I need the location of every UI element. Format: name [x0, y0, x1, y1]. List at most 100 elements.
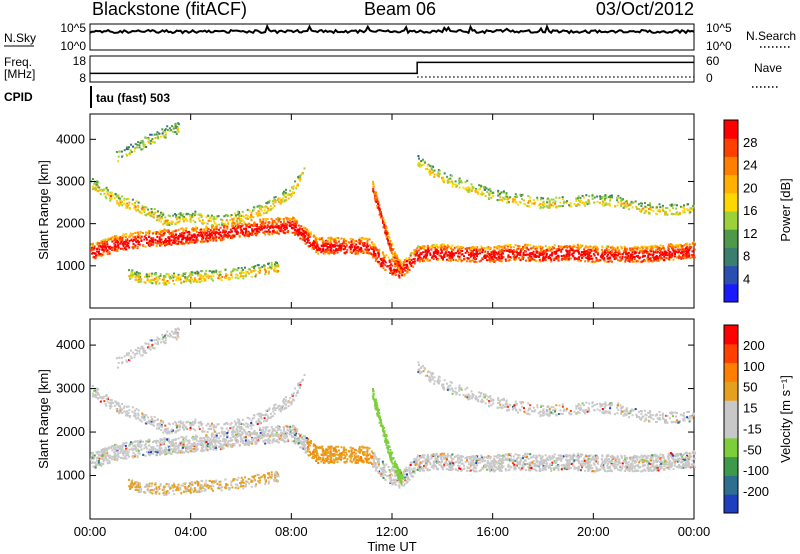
- power-echo: [143, 211, 146, 213]
- power-echo: [631, 248, 634, 251]
- power-echo: [560, 258, 563, 261]
- power-echo: [530, 256, 533, 258]
- power-echo: [566, 200, 568, 203]
- power-echo: [194, 210, 197, 213]
- power-echo: [526, 247, 529, 250]
- power-echo: [149, 133, 152, 136]
- power-echo: [106, 193, 109, 196]
- power-echo: [639, 249, 642, 252]
- colorbar-swatch: [724, 156, 738, 176]
- power-echo: [276, 199, 279, 202]
- power-echo: [234, 229, 237, 232]
- power-echo: [233, 235, 236, 238]
- power-echo: [514, 256, 517, 259]
- power-echo: [397, 266, 400, 269]
- power-echo: [121, 247, 124, 250]
- power-echo: [188, 233, 191, 236]
- power-echo: [408, 262, 411, 265]
- power-echo: [189, 281, 192, 284]
- power-echo: [136, 246, 139, 248]
- power-echo: [340, 249, 342, 252]
- power-echo: [540, 198, 542, 201]
- power-echo: [546, 247, 549, 250]
- power-echo: [205, 269, 208, 272]
- power-echo: [141, 204, 144, 207]
- power-echo: [137, 204, 140, 207]
- velocity-echo: [162, 451, 165, 454]
- power-echo: [343, 244, 346, 247]
- power-echo: [172, 214, 175, 217]
- power-echo: [581, 244, 584, 247]
- power-echo: [236, 231, 239, 233]
- velocity-echo: [446, 453, 449, 456]
- power-echo: [253, 221, 256, 224]
- power-echo: [345, 251, 348, 254]
- power-echo: [284, 228, 286, 231]
- power-echo: [431, 171, 434, 174]
- power-echo: [458, 181, 461, 183]
- power-echo: [167, 214, 170, 217]
- power-echo: [365, 246, 368, 249]
- power-echo: [229, 236, 232, 239]
- power-echo: [466, 179, 469, 182]
- power-echo: [262, 231, 265, 234]
- power-echo: [367, 245, 370, 248]
- power-echo: [466, 189, 469, 191]
- power-echo: [441, 246, 444, 249]
- power-echo: [563, 200, 566, 203]
- power-echo: [585, 201, 588, 204]
- power-echo: [297, 229, 299, 232]
- power-echo: [194, 226, 197, 229]
- power-echo: [208, 275, 211, 278]
- power-echo: [237, 267, 240, 270]
- power-echo: [148, 272, 151, 275]
- power-echo: [121, 204, 124, 207]
- power-echo: [295, 229, 298, 232]
- power-echo: [158, 242, 161, 245]
- power-echo: [501, 245, 504, 248]
- power-echo: [375, 191, 377, 194]
- power-echo: [288, 221, 291, 224]
- power-echo: [100, 245, 103, 248]
- power-echo: [276, 262, 278, 264]
- power-echo: [328, 238, 331, 241]
- power-echo: [561, 248, 564, 251]
- power-echo: [139, 272, 141, 275]
- power-echo: [342, 241, 345, 244]
- power-echo: [418, 157, 420, 160]
- power-echo: [693, 248, 696, 251]
- power-echo: [476, 255, 479, 258]
- power-echo: [506, 198, 509, 201]
- power-echo: [259, 218, 262, 221]
- power-echo: [117, 195, 120, 198]
- power-echo: [282, 197, 285, 200]
- power-echo: [221, 231, 224, 234]
- power-echo: [248, 209, 251, 212]
- power-echo: [601, 245, 604, 248]
- velocity-echo: [91, 451, 94, 454]
- power-echo: [417, 249, 420, 252]
- power-echo: [444, 252, 447, 255]
- power-echo: [137, 206, 140, 209]
- power-echo: [540, 196, 543, 199]
- power-echo: [623, 205, 626, 208]
- power-echo: [249, 224, 251, 227]
- power-echo: [618, 249, 621, 252]
- power-echo: [381, 261, 384, 264]
- power-echo: [176, 276, 179, 278]
- power-echo: [426, 245, 429, 248]
- power-echo: [693, 243, 696, 246]
- power-echo: [172, 276, 175, 279]
- velocity-echo: [469, 465, 472, 468]
- power-echo: [492, 250, 495, 253]
- power-echo: [209, 275, 212, 278]
- power-echo: [521, 198, 523, 201]
- power-echo: [472, 251, 474, 254]
- power-echo: [162, 135, 165, 137]
- power-echo: [493, 246, 496, 249]
- power-echo: [205, 239, 208, 242]
- power-echo: [113, 197, 116, 200]
- power-echo: [106, 245, 109, 248]
- power-echo: [107, 238, 110, 241]
- power-echo: [543, 205, 546, 208]
